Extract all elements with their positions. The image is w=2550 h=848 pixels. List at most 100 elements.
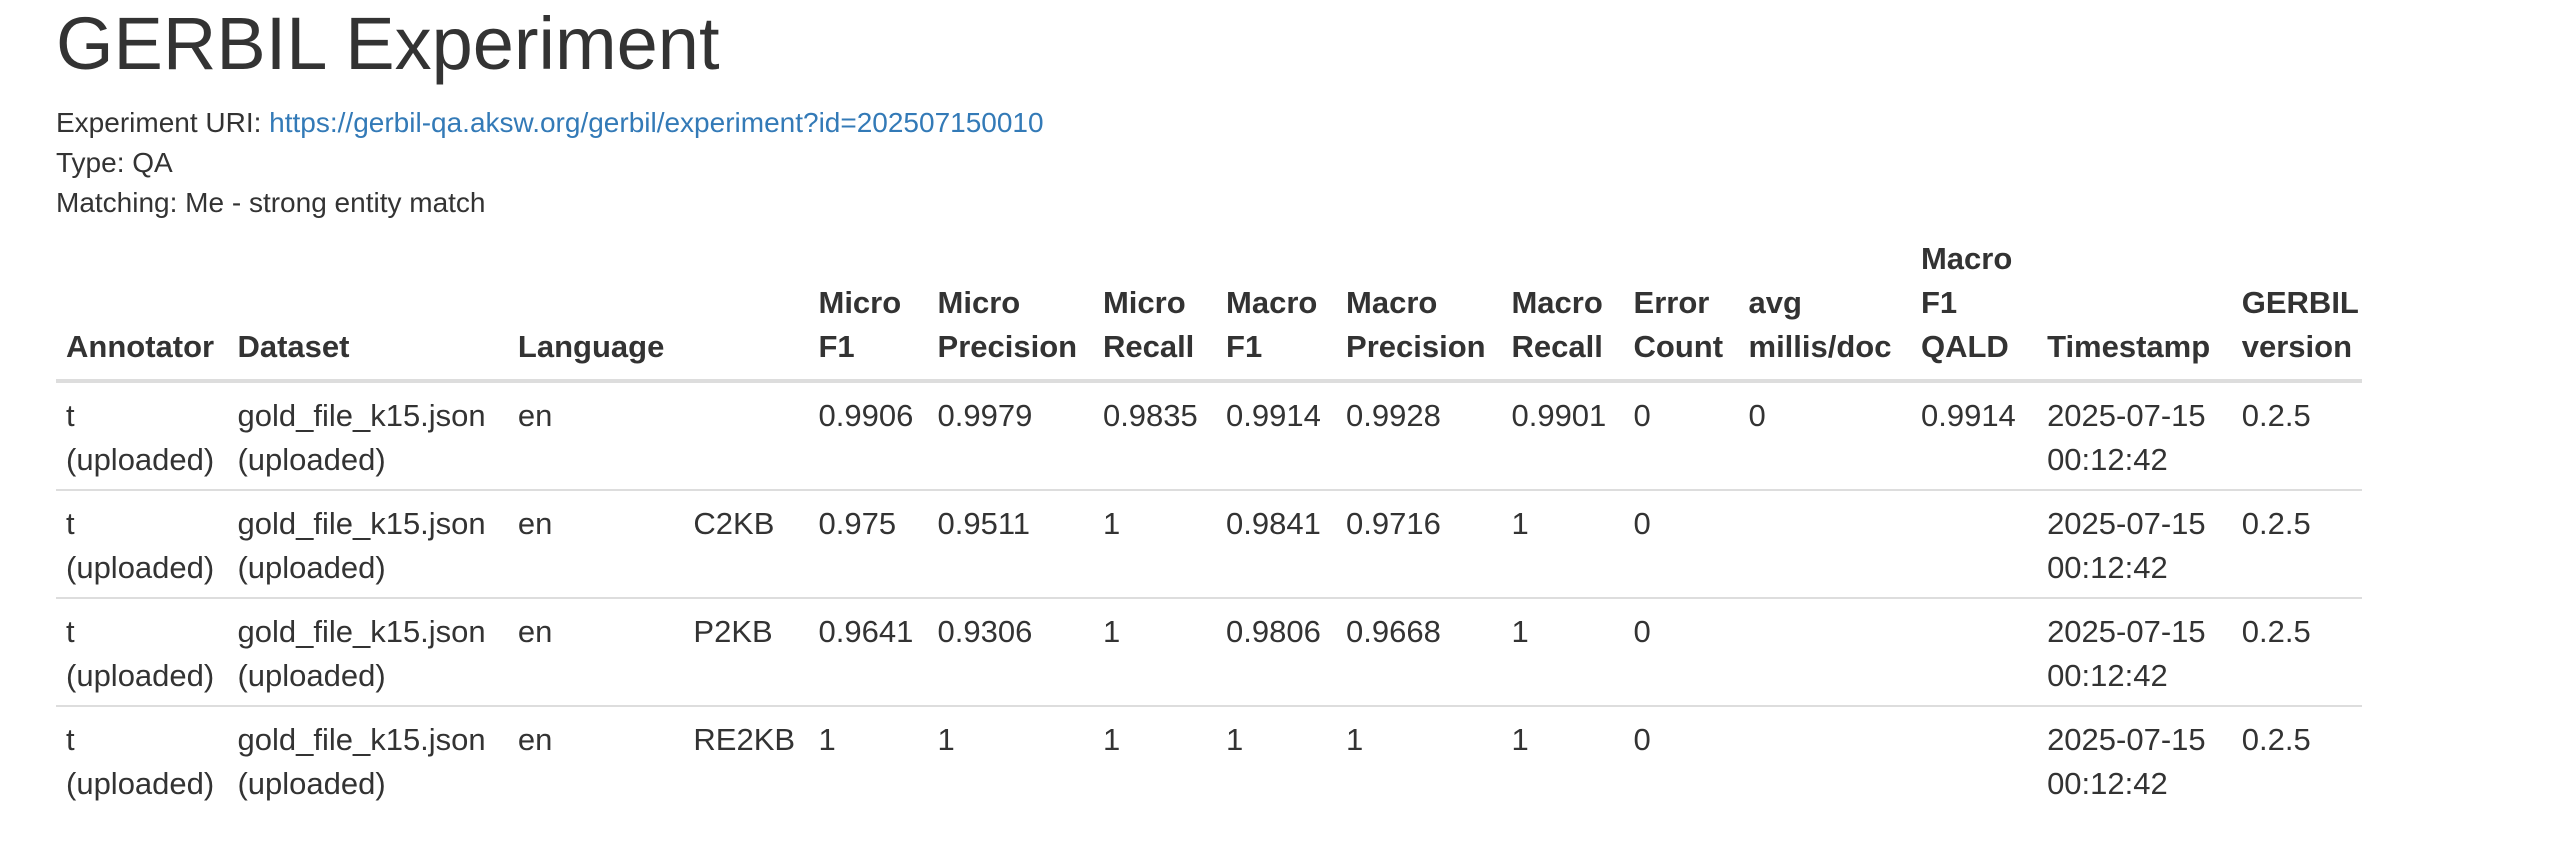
experiment-type: Type: QA [56,147,173,178]
cell-text: en [517,722,553,757]
cell-text: en [517,506,553,541]
column-header-avg-millis-per-doc: avg millis/doc [1738,237,1911,383]
cell-text: gold_file_k15.json [237,506,486,541]
cell-text: 1 [937,722,955,757]
cell-macro-f1: 0.9806 [1216,598,1337,707]
cell-macro-f1-qald [1910,598,2038,707]
cell-text: 0.2.5 [2241,398,2311,433]
cell-text: C2KB [693,506,775,541]
cell-text: 1 [1511,722,1529,757]
column-header-text: Recall [1511,329,1603,364]
cell-annotator: t (uploaded) [56,490,228,599]
cell-experiment-type: P2KB [683,598,809,707]
cell-text: (uploaded) [237,442,386,477]
cell-language: en [507,490,684,599]
column-header-error-count: Error Count [1623,237,1739,383]
cell-error-count: 0 [1624,706,1739,813]
cell-text: 0.975 [818,506,897,541]
cell-text: 00:12:42 [2047,550,2168,585]
cell-error-count: 0 [1623,381,1739,491]
column-header-text: Precision [937,329,1078,364]
column-header-text: Error [1633,285,1710,320]
cell-text: 0.9841 [1226,506,1321,541]
cell-text: 1 [1102,506,1121,541]
cell-dataset: gold_file_k15.json (uploaded) [227,706,507,813]
cell-text: 0.2.5 [2241,506,2311,541]
experiment-uri-line: Experiment URI: https://gerbil-qa.aksw.o… [56,103,1044,143]
cell-macro-recall: 1 [1501,598,1624,707]
cell-macro-f1-qald [1910,490,2038,599]
cell-micro-f1: 0.9906 [808,381,928,491]
column-header-timestamp: Timestamp [2037,237,2232,383]
cell-text: 0.2.5 [2241,614,2311,649]
cell-micro-precision: 0.9979 [927,381,1093,491]
column-header-text: Macro [1346,285,1438,320]
cell-text: 1 [1346,722,1364,757]
cell-language: en [507,598,684,707]
column-header-gerbil-version: GERBIL version [2231,237,2362,383]
column-header-text: Micro [937,285,1021,320]
column-header-micro-recall: Micro Recall [1092,237,1217,383]
table-body: t (uploaded) gold_file_k15.json (uploaded) e… [56,381,2362,813]
cell-text: (uploaded) [66,550,215,585]
page-title: GERBIL Experiment [56,2,720,85]
column-header-text: Count [1633,329,1724,364]
cell-timestamp: 2025-07-15 00:12:42 [2037,598,2232,707]
cell-text: (uploaded) [237,766,386,801]
cell-macro-precision: 0.9928 [1336,381,1502,491]
cell-text: 0 [1633,614,1651,649]
cell-micro-f1: 0.975 [808,490,928,599]
cell-error-count: 0 [1623,490,1739,599]
cell-text: (uploaded) [237,658,386,693]
cell-text: t [66,614,75,649]
column-header-dataset: Dataset [227,237,508,383]
cell-text: P2KB [693,614,773,649]
cell-avg-millis-per-doc [1739,706,1911,813]
cell-text: 0.9914 [1226,398,1321,433]
cell-dataset: gold_file_k15.json (uploaded) [227,598,508,707]
cell-avg-millis-per-doc: 0 [1738,381,1911,491]
column-header-language: Language [507,237,684,383]
cell-dataset: gold_file_k15.json (uploaded) [227,381,508,491]
cell-macro-recall: 1 [1501,706,1623,813]
cell-macro-f1: 1 [1216,706,1336,813]
cell-text: 1 [1102,722,1121,757]
cell-text: 0.9668 [1346,614,1441,649]
cell-text: 0.9716 [1346,506,1441,541]
cell-text: 0.9511 [937,506,1031,541]
cell-text: 2025-07-15 [2047,506,2206,541]
column-header-text: Precision [1346,329,1486,364]
column-header-text: GERBIL [2241,285,2359,320]
cell-macro-f1: 0.9914 [1216,381,1337,491]
cell-text: 0 [1748,398,1766,433]
cell-text: gold_file_k15.json [237,722,486,757]
cell-text: 0.9806 [1226,614,1321,649]
experiment-matching: Matching: Me - strong entity match [56,187,486,218]
cell-text: en [517,614,553,649]
cell-text: gold_file_k15.json [237,398,486,433]
column-header-text: Timestamp [2047,329,2211,364]
cell-dataset: gold_file_k15.json (uploaded) [227,490,508,599]
cell-text: 1 [818,722,836,757]
column-header-text: version [2241,329,2353,364]
cell-gerbil-version: 0.2.5 [2231,381,2362,491]
cell-macro-recall: 0.9901 [1501,381,1624,491]
cell-text: 2025-07-15 [2047,722,2206,757]
experiment-uri-link[interactable]: https://gerbil-qa.aksw.org/gerbil/experi… [269,107,1044,138]
cell-micro-f1: 0.9641 [808,598,928,707]
column-header-macro-f1-qald: Macro F1 QALD [1910,237,2038,383]
cell-macro-f1-qald: 0.9914 [1910,381,2038,491]
cell-micro-recall: 0.9835 [1092,381,1217,491]
cell-avg-millis-per-doc [1738,598,1911,707]
cell-macro-precision: 0.9668 [1336,598,1502,707]
cell-annotator: t (uploaded) [56,381,228,491]
column-header-text: F1 [818,329,855,364]
cell-text: gold_file_k15.json [237,614,486,649]
cell-timestamp: 2025-07-15 00:12:42 [2037,381,2232,491]
cell-text: 00:12:42 [2047,442,2168,477]
cell-experiment-type: C2KB [683,490,809,599]
column-header-text: Macro [1226,285,1318,320]
cell-timestamp: 2025-07-15 00:12:42 [2037,490,2232,599]
column-header-text: Macro [1511,285,1603,320]
column-header-micro-precision: Micro Precision [927,237,1093,383]
